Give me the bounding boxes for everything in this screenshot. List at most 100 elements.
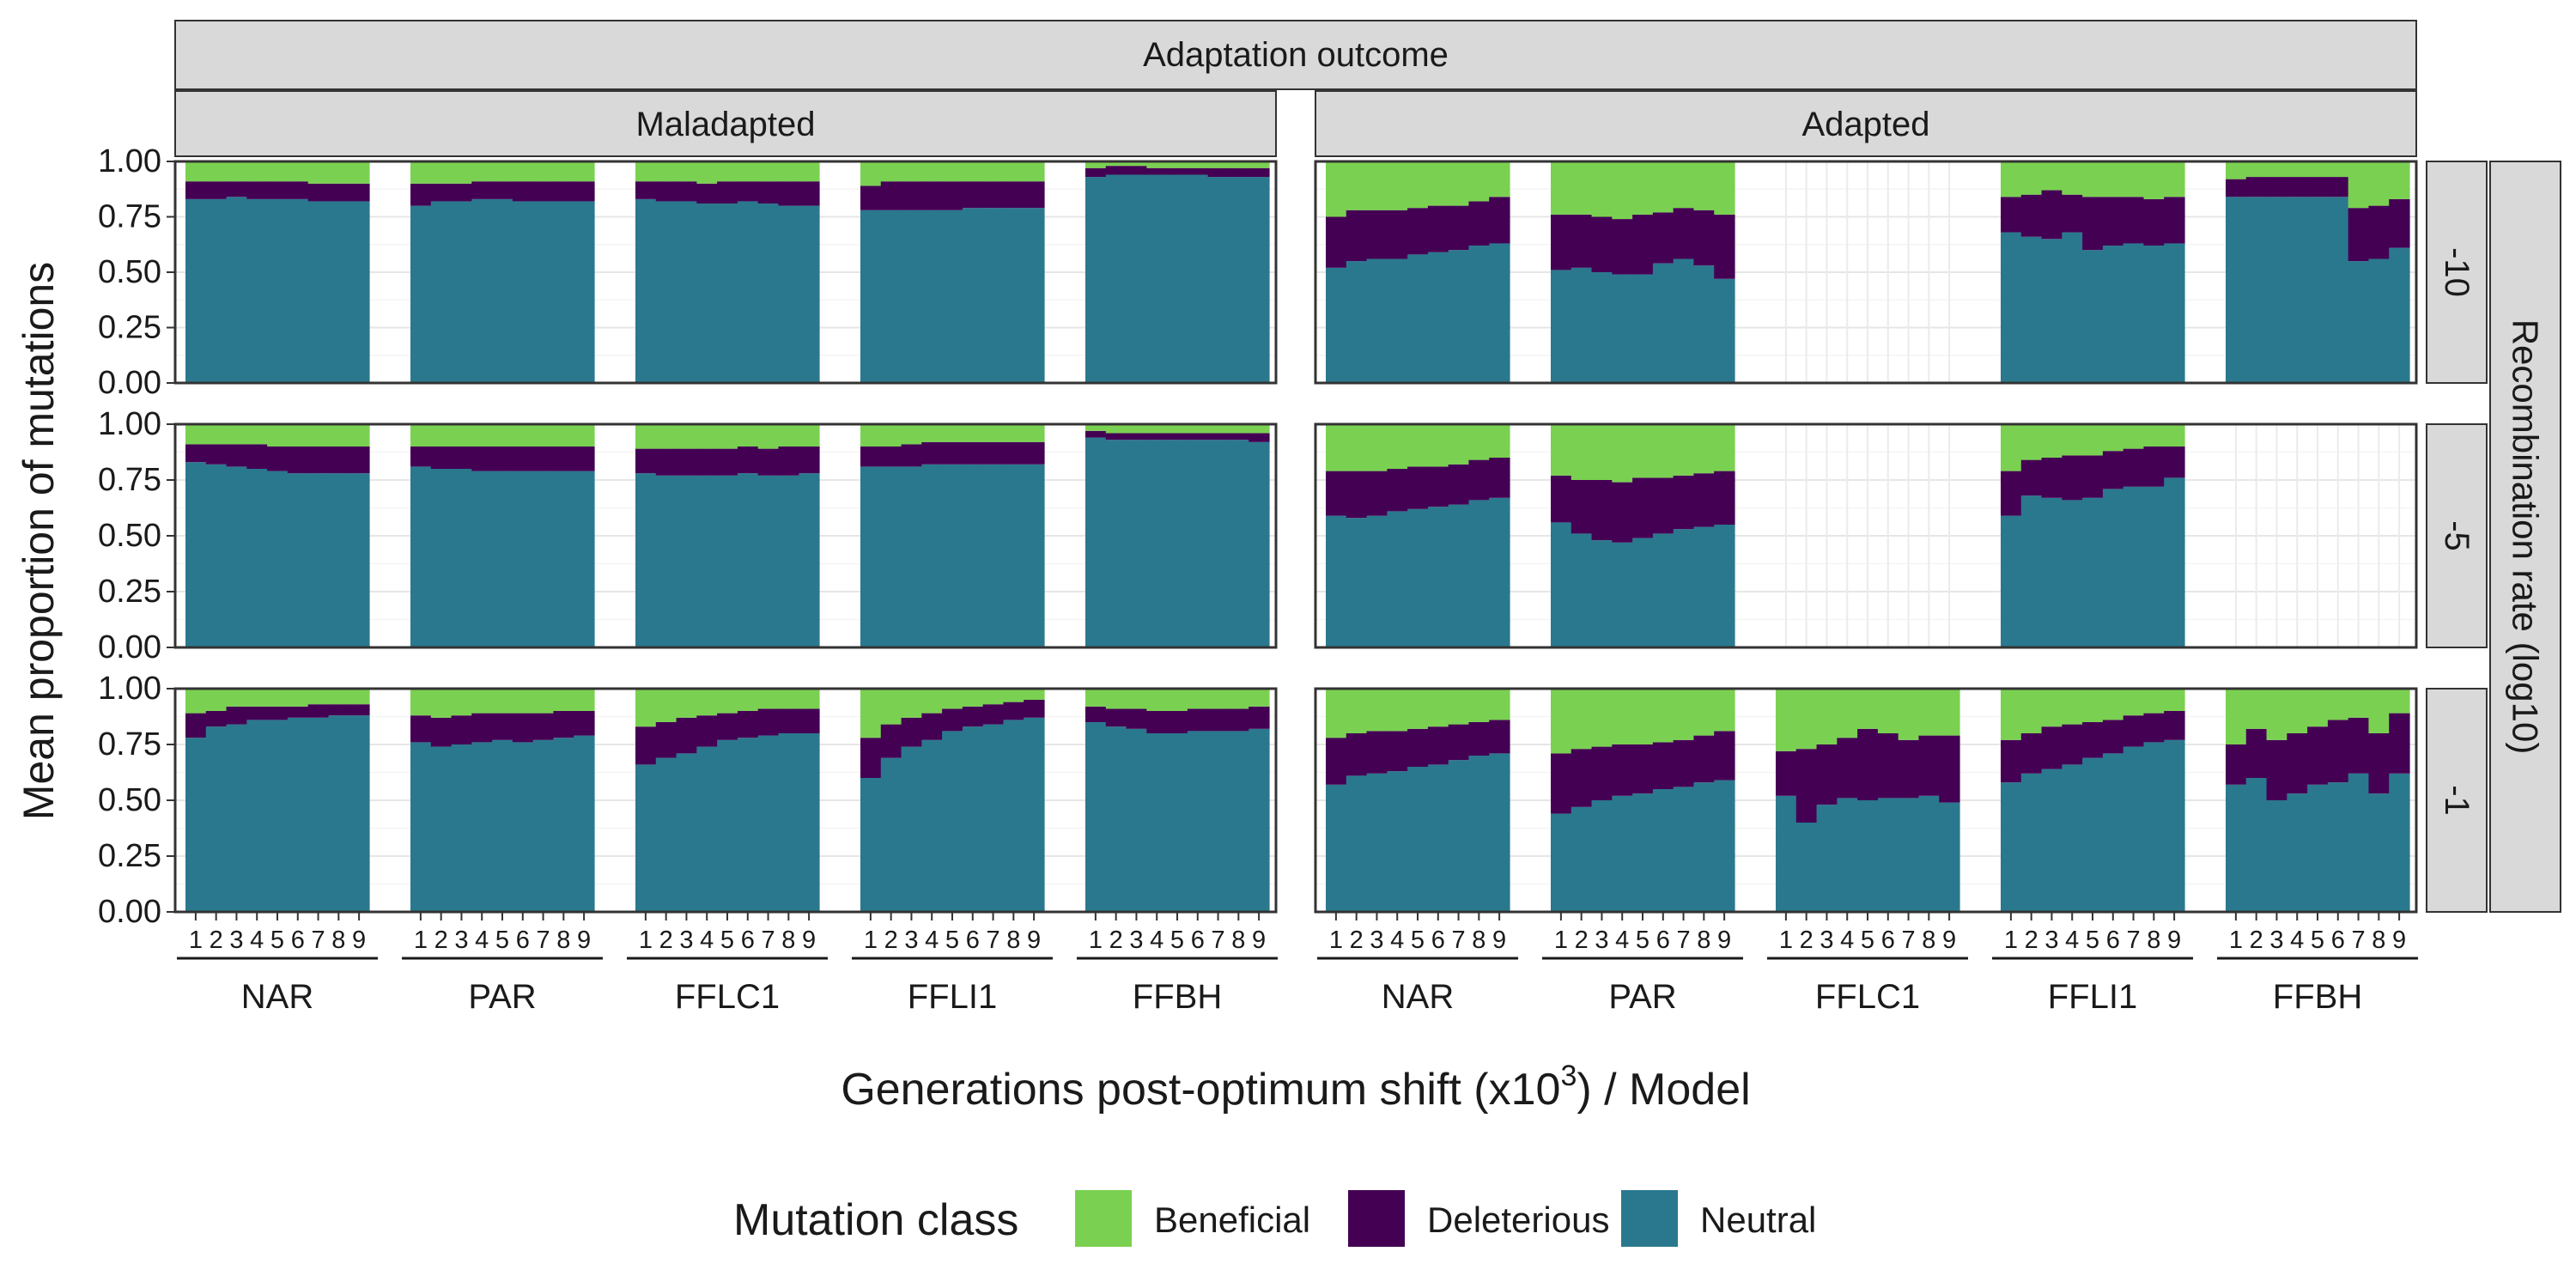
bar-deleterious (512, 181, 534, 202)
bar-neutral (205, 726, 228, 912)
bar-deleterious (1877, 733, 1899, 799)
bar-neutral (451, 744, 472, 912)
bar-deleterious (2245, 728, 2268, 778)
bar-beneficial (2020, 424, 2043, 460)
x-tick-label: 3 (229, 927, 243, 954)
bar-group-ffli1 (860, 161, 1045, 383)
bar-beneficial (1652, 689, 1674, 743)
bar-group-par (410, 161, 595, 383)
panel-maladapted--5 (173, 422, 1278, 649)
bar-neutral (1187, 174, 1209, 383)
bar-neutral (778, 475, 799, 647)
bar-neutral (1632, 274, 1654, 383)
x-axis-group-fflc1: 1 2 3 4 5 6 7 8 9 FFLC1 (627, 912, 828, 1016)
bar-deleterious (696, 183, 718, 204)
bar-neutral (2226, 197, 2247, 383)
bar-neutral (696, 746, 718, 912)
bar-beneficial (287, 424, 309, 447)
bar-neutral (2020, 773, 2043, 912)
bar-beneficial (635, 424, 657, 449)
x-tick-label: 6 (516, 927, 530, 954)
bar-neutral (532, 471, 555, 647)
x-tick-label: 3 (2044, 927, 2058, 954)
bar-beneficial (778, 161, 799, 182)
x-axis-group-ffli1: 1 2 3 4 5 6 7 8 9 FFLI1 (1992, 912, 2193, 1016)
bar-neutral (410, 742, 432, 912)
bar-beneficial (532, 689, 555, 714)
bar-deleterious (1085, 167, 1107, 178)
x-tick-label: 4 (1615, 927, 1629, 954)
bar-neutral (1877, 798, 1899, 912)
bar-neutral (410, 466, 432, 647)
y-tick-label: 0.75 (98, 462, 161, 498)
bar-neutral (1105, 174, 1127, 383)
bar-neutral (1898, 798, 1920, 912)
bar-deleterious (1551, 475, 1572, 523)
x-tick-label: 6 (741, 927, 755, 954)
bar-neutral (2389, 773, 2410, 912)
x-tick-label: 1 (414, 927, 428, 954)
bar-beneficial (512, 161, 534, 182)
legend-swatch (1348, 1190, 1405, 1247)
bar-beneficial (2226, 161, 2247, 179)
bar-deleterious (921, 441, 943, 465)
x-tick-label: 3 (904, 927, 918, 954)
bar-neutral (1407, 254, 1429, 383)
bar-beneficial (2062, 689, 2083, 725)
x-tick-label: 1 (189, 927, 203, 954)
bar-beneficial (2245, 161, 2268, 178)
bar-neutral (635, 764, 657, 912)
bar-beneficial (471, 424, 493, 447)
bar-deleterious (185, 444, 207, 463)
bar-deleterious (1673, 739, 1695, 787)
bar-beneficial (1249, 161, 1270, 168)
bar-neutral (349, 715, 370, 912)
y-tick-label: 0.00 (98, 365, 161, 401)
bar-neutral (307, 717, 330, 912)
bar-beneficial (1673, 689, 1695, 740)
legend-item-beneficial: Beneficial (1075, 1190, 1310, 1247)
bar-neutral (1024, 464, 1045, 647)
bar-deleterious (1387, 210, 1408, 259)
bar-neutral (2102, 489, 2124, 647)
outcome-strip (174, 20, 2417, 90)
bar-neutral (901, 210, 922, 383)
x-tick-label: 8 (1472, 927, 1485, 954)
bar-neutral (1207, 731, 1230, 912)
bar-beneficial (1146, 161, 1168, 168)
bar-deleterious (410, 447, 432, 467)
bar-deleterious (1693, 210, 1715, 266)
bar-beneficial (2327, 161, 2349, 178)
bar-beneficial (410, 161, 432, 184)
x-tick-label: 1 (2004, 927, 2018, 954)
x-tick-label: 9 (1252, 927, 1266, 954)
bar-deleterious (1612, 219, 1633, 275)
bar-deleterious (1326, 738, 1347, 785)
bar-neutral (635, 198, 657, 383)
x-tick-label: 6 (2331, 927, 2345, 954)
bar-neutral (1326, 267, 1347, 383)
x-tick-label: 5 (945, 927, 959, 954)
bar-deleterious (410, 183, 432, 206)
bar-beneficial (2348, 689, 2370, 718)
bar-deleterious (553, 181, 574, 202)
bar-deleterious (799, 447, 820, 474)
bar-neutral (1673, 258, 1695, 383)
bar-deleterious (512, 713, 534, 743)
bar-neutral (2226, 784, 2247, 912)
bar-beneficial (901, 161, 922, 182)
bar-deleterious (2123, 448, 2145, 487)
panel-maladapted--10 (173, 160, 1278, 385)
bar-neutral (1591, 800, 1613, 912)
bar-deleterious (205, 711, 228, 727)
bar-deleterious (1448, 724, 1470, 761)
bar-beneficial (2123, 689, 2145, 716)
bar-neutral (2082, 757, 2104, 912)
bar-deleterious (962, 181, 984, 209)
bar-beneficial (349, 161, 370, 184)
bar-neutral (1366, 773, 1388, 912)
bar-deleterious (471, 713, 493, 743)
bar-neutral (1857, 800, 1879, 912)
bar-beneficial (1105, 161, 1127, 167)
bar-group-nar (1326, 161, 1510, 383)
